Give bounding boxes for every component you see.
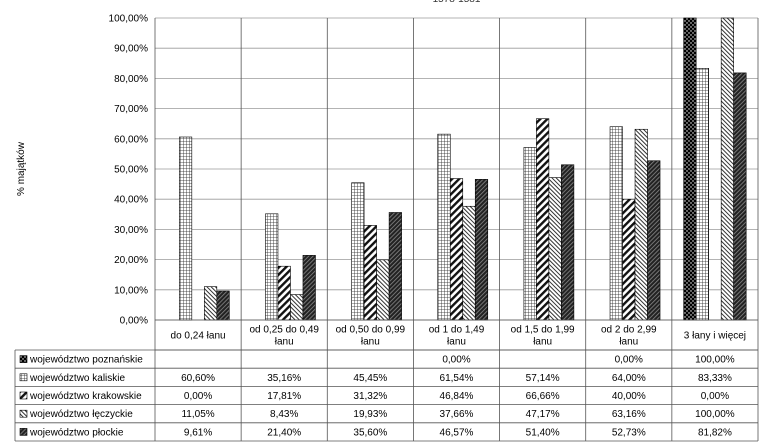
data-table-value: 45,45% bbox=[353, 373, 387, 384]
bar bbox=[695, 68, 709, 321]
data-table-value: 60,60% bbox=[181, 373, 215, 384]
data-table-value: 0,00% bbox=[184, 391, 212, 402]
data-table-value: 46,57% bbox=[440, 427, 474, 438]
bar bbox=[351, 182, 365, 321]
data-table-value: 52,73% bbox=[612, 427, 646, 438]
data-table-value: 47,17% bbox=[526, 409, 560, 420]
x-category-label: łanu bbox=[619, 337, 638, 348]
bar bbox=[363, 225, 377, 321]
bar bbox=[647, 160, 661, 321]
y-tick-label: 100,00% bbox=[109, 14, 149, 25]
bar bbox=[290, 294, 304, 321]
x-category-label: łanu bbox=[361, 337, 380, 348]
bar bbox=[536, 118, 550, 321]
legend-swatch bbox=[19, 373, 28, 382]
legend-swatch bbox=[19, 355, 28, 363]
bar bbox=[634, 128, 648, 321]
x-category-label: łanu bbox=[533, 337, 552, 348]
data-table-value: 100,00% bbox=[695, 355, 735, 366]
data-table-value: 0,00% bbox=[701, 391, 729, 402]
bar bbox=[474, 179, 489, 321]
x-category-label: od 1,5 do 1,99 bbox=[511, 325, 575, 336]
x-category-label: łanu bbox=[447, 337, 466, 348]
x-category-label: łanu bbox=[275, 337, 294, 348]
data-table-value: 61,54% bbox=[440, 373, 474, 384]
y-tick-label: 10,00% bbox=[114, 285, 148, 296]
x-category-label: 3 łany i więcej bbox=[684, 331, 746, 342]
data-table-value: 81,82% bbox=[698, 427, 732, 438]
y-tick-label: 80,00% bbox=[114, 74, 148, 85]
bar bbox=[523, 147, 537, 321]
data-table-value: 57,14% bbox=[526, 373, 560, 384]
data-table-value: 100,00% bbox=[695, 409, 735, 420]
data-table-value: 63,16% bbox=[612, 409, 646, 420]
y-tick-label: 0,00% bbox=[120, 316, 148, 327]
x-category-label: do 0,24 łanu bbox=[171, 331, 226, 342]
bar bbox=[733, 72, 747, 321]
y-tick-label: 60,00% bbox=[114, 134, 148, 145]
data-table-value: 46,84% bbox=[440, 391, 474, 402]
data-table-value: 0,00% bbox=[442, 355, 470, 366]
y-axis-label: % majątków bbox=[16, 141, 27, 196]
data-table-value: 0,00% bbox=[615, 355, 643, 366]
data-table-value: 8,43% bbox=[270, 409, 298, 420]
bar bbox=[179, 136, 193, 321]
y-tick-label: 30,00% bbox=[114, 225, 148, 236]
bar bbox=[683, 17, 697, 321]
chart-title: 1578-1581 bbox=[433, 0, 481, 5]
data-table-value: 11,05% bbox=[181, 409, 214, 420]
data-table-value: 35,16% bbox=[267, 373, 301, 384]
data-table-value: 17,81% bbox=[267, 391, 301, 402]
legend-series-name: województwo krakowskie bbox=[29, 391, 142, 402]
data-table-value: 40,00% bbox=[612, 391, 646, 402]
bar bbox=[548, 177, 562, 321]
bar bbox=[622, 198, 636, 321]
bar bbox=[376, 259, 390, 321]
data-table-value: 35,60% bbox=[353, 427, 387, 438]
data-table-value: 9,61% bbox=[184, 427, 212, 438]
data-table-value: 51,40% bbox=[526, 427, 560, 438]
bar bbox=[462, 205, 476, 321]
bar bbox=[720, 17, 734, 321]
legend-series-name: województwo kaliskie bbox=[29, 373, 125, 384]
bar bbox=[302, 255, 316, 321]
y-tick-label: 90,00% bbox=[114, 44, 148, 55]
x-category-label: od 0,50 do 0,99 bbox=[336, 325, 406, 336]
data-table-value: 37,66% bbox=[440, 409, 474, 420]
data-table-value: 66,66% bbox=[526, 391, 560, 402]
legend-swatch bbox=[19, 428, 28, 436]
bar bbox=[388, 212, 402, 321]
legend-swatch bbox=[19, 391, 28, 400]
bar bbox=[265, 213, 279, 321]
legend-swatch bbox=[19, 409, 28, 418]
legend-series-name: województwo poznańskie bbox=[29, 355, 143, 366]
bar bbox=[204, 286, 218, 321]
data-table-value: 83,33% bbox=[698, 373, 732, 384]
x-category-label: od 0,25 do 0,49 bbox=[249, 325, 319, 336]
y-tick-label: 40,00% bbox=[114, 195, 148, 206]
bar bbox=[609, 126, 623, 321]
data-table-value: 21,40% bbox=[267, 427, 301, 438]
x-category-label: od 2 do 2,99 bbox=[601, 325, 657, 336]
y-tick-label: 50,00% bbox=[114, 165, 148, 176]
x-category-label: od 1 do 1,49 bbox=[429, 325, 485, 336]
bar bbox=[561, 164, 575, 321]
bar bbox=[216, 290, 230, 321]
legend-series-name: województwo płockie bbox=[29, 427, 124, 438]
legend-series-name: województwo łęczyckie bbox=[29, 409, 133, 420]
data-table-value: 64,00% bbox=[612, 373, 646, 384]
bar bbox=[277, 265, 291, 321]
y-tick-label: 20,00% bbox=[114, 255, 148, 266]
y-tick-label: 70,00% bbox=[114, 104, 148, 115]
data-table-value: 19,93% bbox=[353, 409, 387, 420]
bar bbox=[449, 178, 464, 321]
bar bbox=[437, 133, 451, 321]
data-table-value: 31,32% bbox=[353, 391, 387, 402]
